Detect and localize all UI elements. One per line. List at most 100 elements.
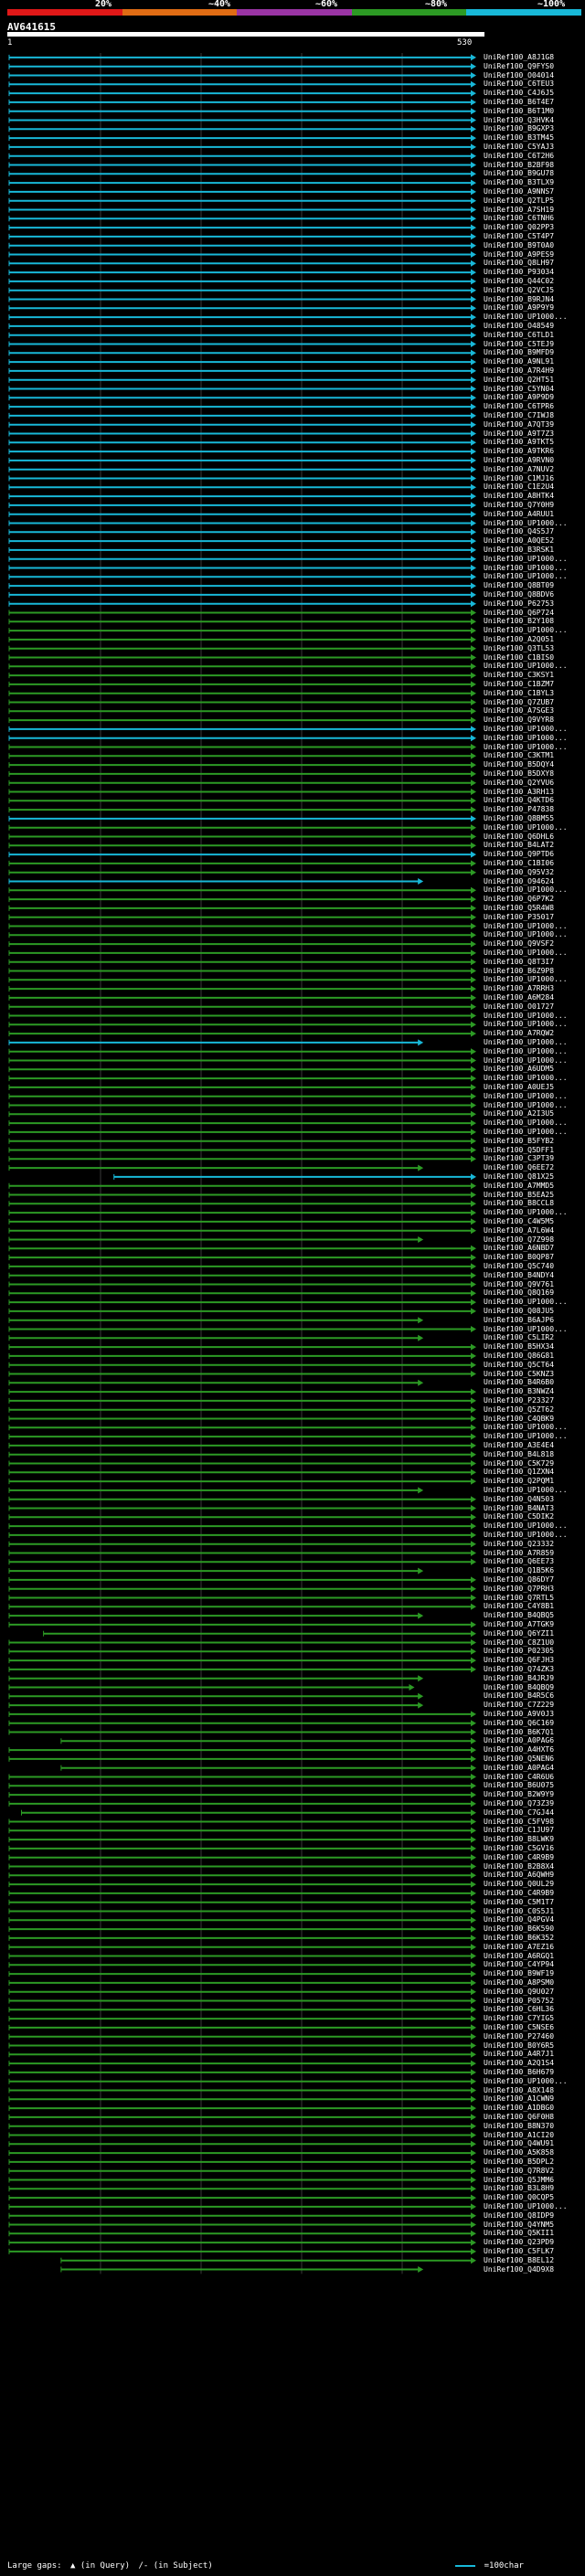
hit-label[interactable]: UniRef100_C4YP94 [484, 1960, 555, 1969]
hit-label[interactable]: UniRef100_O48549 [484, 322, 555, 330]
hit-label[interactable]: UniRef100_B5HX34 [484, 1342, 555, 1352]
hit-label[interactable]: UniRef100_A8J1G8 [484, 53, 555, 61]
hit-label[interactable]: UniRef100_UP1000... [484, 1118, 568, 1128]
hit-label[interactable]: UniRef100_A7MMD5 [484, 1181, 555, 1190]
hit-label[interactable]: UniRef100_UP1000... [484, 2076, 568, 2085]
hit-label[interactable]: UniRef100_C7IWJ8 [484, 411, 555, 419]
hit-label[interactable]: UniRef100_B4R5C6 [484, 1691, 555, 1701]
hit-label[interactable]: UniRef100_A7R4H9 [484, 366, 555, 375]
hit-label[interactable]: UniRef100_B9GXP3 [484, 124, 555, 133]
hit-label[interactable]: UniRef100_C3KSY1 [484, 671, 555, 680]
hit-label[interactable]: UniRef100_C4Y8B1 [484, 1602, 555, 1611]
hit-label[interactable]: UniRef100_A9PES9 [484, 249, 555, 259]
hit-label[interactable]: UniRef100_C5NSE6 [484, 2023, 555, 2031]
hit-label[interactable]: UniRef100_C5YN04 [484, 384, 555, 393]
hit-label[interactable]: UniRef100_UP1000... [484, 1423, 568, 1432]
hit-label[interactable]: UniRef100_B2Y108 [484, 617, 555, 626]
hit-label[interactable]: UniRef100_UP1000... [484, 1531, 568, 1539]
hit-label[interactable]: UniRef100_A7QT39 [484, 419, 555, 429]
hit-label[interactable]: UniRef100_Q8T3I7 [484, 957, 555, 966]
hit-label[interactable]: UniRef100_UP1000... [484, 1432, 568, 1441]
hit-label[interactable]: UniRef100_Q5C740 [484, 1262, 555, 1270]
hit-label[interactable]: UniRef100_B3L8H9 [484, 2184, 555, 2193]
hit-label[interactable]: UniRef100_Q6FJH3 [484, 1656, 555, 1665]
hit-label[interactable]: UniRef100_A8PSM0 [484, 1978, 555, 1987]
hit-label[interactable]: UniRef100_C6TPR6 [484, 402, 555, 411]
hit-label[interactable]: UniRef100_A2Q051 [484, 635, 555, 643]
hit-label[interactable]: UniRef100_Q7Z998 [484, 1235, 555, 1244]
hit-label[interactable]: UniRef100_C7Z229 [484, 1701, 555, 1710]
hit-label[interactable]: UniRef100_A4HXT6 [484, 1745, 555, 1754]
hit-label[interactable]: UniRef100_B6K352 [484, 1934, 555, 1942]
hit-label[interactable]: UniRef100_B6AJP6 [484, 1315, 555, 1324]
hit-label[interactable]: UniRef100_UP1000... [484, 1486, 568, 1494]
hit-label[interactable]: UniRef100_B6K7Q1 [484, 1727, 555, 1736]
hit-label[interactable]: UniRef100_Q44C02 [484, 277, 555, 285]
hit-label[interactable]: UniRef100_B3TM45 [484, 133, 555, 143]
hit-label[interactable]: UniRef100_A0UEJ5 [484, 1083, 555, 1091]
hit-label[interactable]: UniRef100_C7YIG5 [484, 2014, 555, 2023]
hit-label[interactable]: UniRef100_A7RQW2 [484, 1029, 555, 1038]
hit-label[interactable]: UniRef100_C5LIR2 [484, 1333, 555, 1342]
hit-label[interactable]: UniRef100_UP1000... [484, 1298, 568, 1307]
hit-label[interactable]: UniRef100_Q6P7K2 [484, 895, 555, 904]
hit-label[interactable]: UniRef100_C4R6U6 [484, 1772, 555, 1781]
hit-label[interactable]: UniRef100_O94624 [484, 876, 555, 885]
hit-label[interactable]: UniRef100_Q5KII1 [484, 2229, 555, 2238]
hit-label[interactable]: UniRef100_UP1000... [484, 733, 568, 742]
hit-label[interactable]: UniRef100_UP1000... [484, 1055, 568, 1065]
hit-label[interactable]: UniRef100_A5K858 [484, 2148, 555, 2157]
hit-label[interactable]: UniRef100_UP1000... [484, 1091, 568, 1100]
hit-label[interactable]: UniRef100_Q8BDV6 [484, 590, 555, 599]
hit-label[interactable]: UniRef100_Q8BM55 [484, 814, 555, 822]
hit-label[interactable]: UniRef100_C1BI06 [484, 859, 555, 867]
hit-label[interactable]: UniRef100_A1DBG0 [484, 2104, 555, 2113]
hit-label[interactable]: UniRef100_UP1000... [484, 626, 568, 635]
hit-label[interactable]: UniRef100_Q5CT64 [484, 1360, 555, 1369]
hit-label[interactable]: UniRef100_B5FYB2 [484, 1136, 555, 1145]
hit-label[interactable]: UniRef100_A1CWN9 [484, 2094, 555, 2104]
hit-label[interactable]: UniRef100_Q6EE72 [484, 1163, 555, 1172]
hit-label[interactable]: UniRef100_Q9PTD6 [484, 850, 555, 859]
hit-label[interactable]: UniRef100_B3RSK1 [484, 546, 555, 554]
hit-label[interactable]: UniRef100_B4NDY4 [484, 1270, 555, 1279]
hit-label[interactable]: UniRef100_C5FV98 [484, 1817, 555, 1826]
hit-label[interactable]: UniRef100_C1MJ16 [484, 473, 555, 482]
hit-label[interactable]: UniRef100_A0PAG6 [484, 1736, 555, 1745]
hit-label[interactable]: UniRef100_Q2VCJ5 [484, 285, 555, 294]
hit-label[interactable]: UniRef100_Q4N503 [484, 1494, 555, 1503]
hit-label[interactable]: UniRef100_UP1000... [484, 1324, 568, 1333]
hit-label[interactable]: UniRef100_B4QBQ9 [484, 1682, 555, 1691]
hit-label[interactable]: UniRef100_A9V0J3 [484, 1710, 555, 1718]
hit-label[interactable]: UniRef100_UP1000... [484, 822, 568, 832]
hit-label[interactable]: UniRef100_A0PAG4 [484, 1763, 555, 1772]
hit-label[interactable]: UniRef100_C1BZM7 [484, 680, 555, 688]
hit-label[interactable]: UniRef100_B4R6B0 [484, 1378, 555, 1387]
hit-label[interactable]: UniRef100_C5T4P7 [484, 232, 555, 240]
hit-label[interactable]: UniRef100_Q3HVK4 [484, 115, 555, 124]
hit-label[interactable]: UniRef100_B9WF19 [484, 1969, 555, 1978]
hit-label[interactable]: UniRef100_C4R9B9 [484, 1852, 555, 1861]
hit-label[interactable]: UniRef100_UP1000... [484, 662, 568, 671]
hit-label[interactable]: UniRef100_A7TGK9 [484, 1620, 555, 1628]
hit-label[interactable]: UniRef100_UP1000... [484, 1521, 568, 1531]
hit-label[interactable]: UniRef100_A8X148 [484, 2085, 555, 2094]
hit-label[interactable]: UniRef100_UP1000... [484, 313, 568, 322]
hit-label[interactable]: UniRef100_UP1000... [484, 949, 568, 957]
hit-label[interactable]: UniRef100_B9GU78 [484, 169, 555, 178]
hit-label[interactable]: UniRef100_C1BIS0 [484, 652, 555, 662]
hit-label[interactable]: UniRef100_A4RUU1 [484, 509, 555, 518]
hit-label[interactable]: UniRef100_A9RVN0 [484, 456, 555, 464]
hit-label[interactable]: UniRef100_UP1000... [484, 725, 568, 733]
hit-label[interactable]: UniRef100_A6M284 [484, 993, 555, 1002]
hit-label[interactable]: UniRef100_O01727 [484, 1002, 555, 1011]
hit-label[interactable]: UniRef100_UP1000... [484, 1011, 568, 1020]
hit-label[interactable]: UniRef100_Q8IDP9 [484, 2210, 555, 2220]
hit-label[interactable]: UniRef100_Q8Q169 [484, 1288, 555, 1298]
hit-label[interactable]: UniRef100_B9MFD9 [484, 348, 555, 357]
hit-label[interactable]: UniRef100_Q2YVU6 [484, 778, 555, 787]
hit-label[interactable]: UniRef100_Q7RTL5 [484, 1593, 555, 1602]
hit-label[interactable]: UniRef100_Q6F0H8 [484, 2113, 555, 2121]
hit-label[interactable]: UniRef100_A9NNS7 [484, 187, 555, 196]
hit-label[interactable]: UniRef100_P47838 [484, 805, 555, 814]
